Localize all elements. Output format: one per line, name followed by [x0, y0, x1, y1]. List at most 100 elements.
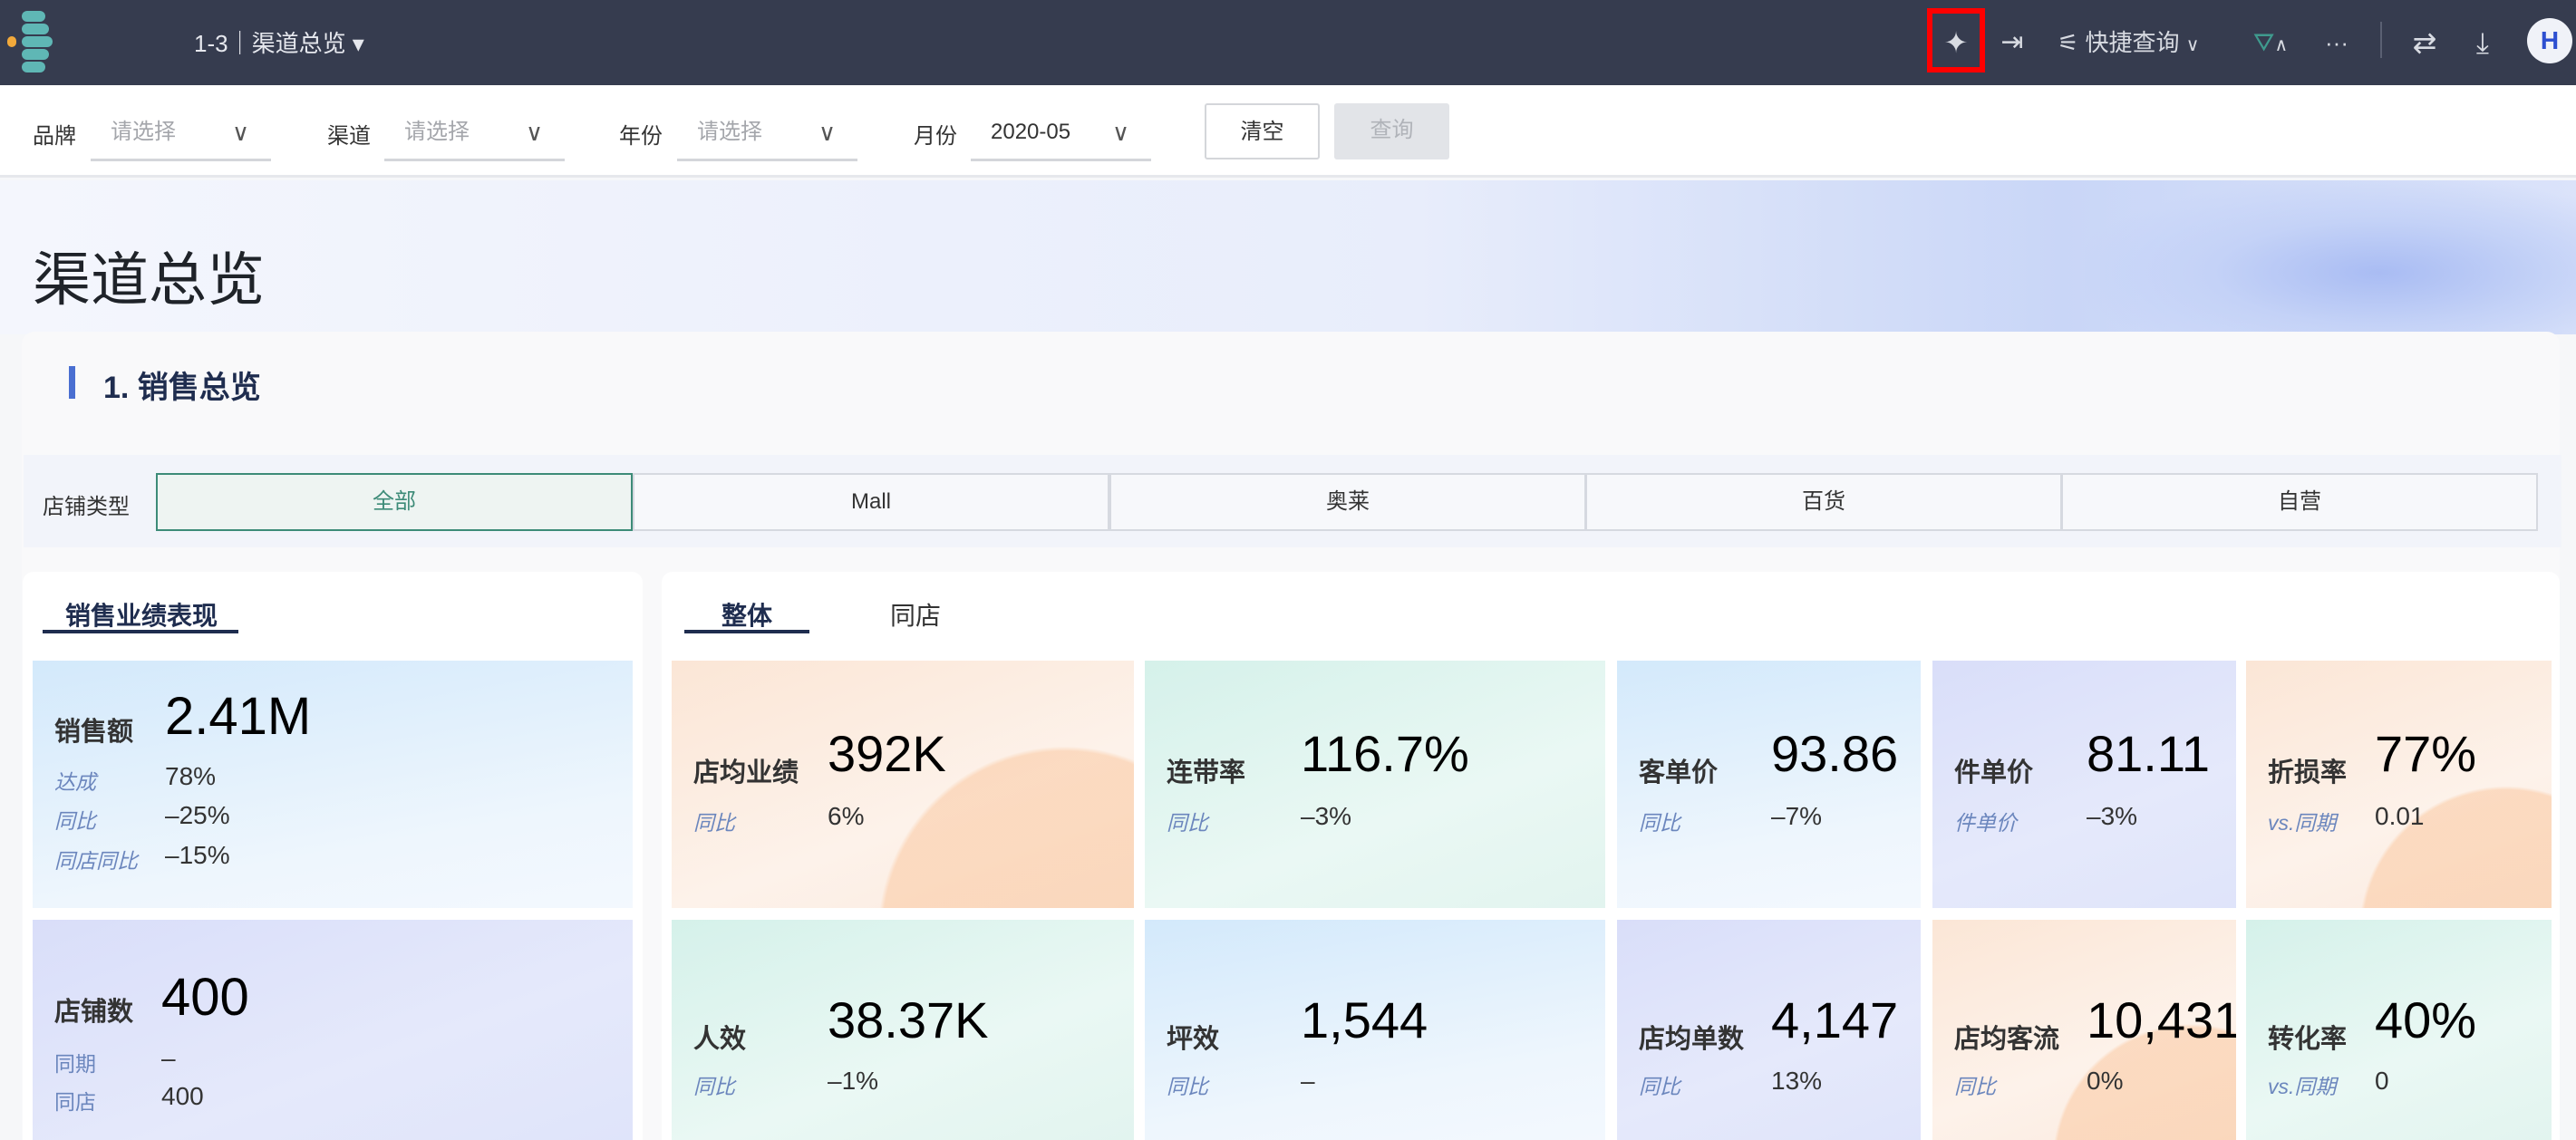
kpi-sub-value: –7%	[1771, 802, 1823, 830]
kpi-value: 1,544	[1301, 991, 1428, 1048]
quick-query-label: 快捷查询	[2085, 29, 2180, 56]
sales-card: 销售额 2.41M 达成 78% 同比 –25% 同店同比 –15%	[33, 661, 633, 908]
store-type-department[interactable]: 百货	[1585, 473, 2062, 531]
kpi-label: 店均单数	[1639, 1025, 1745, 1054]
kpi-sub-label: vs.同期	[2268, 1075, 2337, 1098]
kpi-card-staff-efficiency: 人效 38.37K 同比 –1%	[672, 920, 1134, 1140]
kpi-sub-value: 0	[2375, 1067, 2389, 1095]
avatar[interactable]: H	[2527, 18, 2572, 63]
report-breadcrumb-dropdown[interactable]: 1-3｜渠道总览 ▾	[194, 30, 364, 57]
month-select[interactable]: 2020-05 ∨	[971, 107, 1151, 161]
yoy-value: –25%	[165, 801, 230, 829]
tab-underline	[684, 630, 809, 633]
same-store-value: 400	[161, 1082, 204, 1110]
kpi-label: 折损率	[2268, 758, 2348, 787]
chevron-down-icon: ∨	[818, 119, 836, 146]
kpi-card-avg-store-sales: 店均业绩 392K 同比 6%	[672, 661, 1134, 908]
kpi-sub-label: 同比	[693, 1075, 735, 1098]
achievement-value: 78%	[165, 762, 217, 790]
kpi-sub-value: 0%	[2087, 1067, 2124, 1095]
kpi-card-sales-per-sqm: 坪效 1,544 同比 –	[1145, 920, 1605, 1140]
chevron-down-icon: ∨	[2185, 35, 2200, 55]
kpi-card-attach-rate: 连带率 116.7% 同比 –3%	[1145, 661, 1605, 908]
download-icon[interactable]: ⤓	[2475, 26, 2490, 59]
year-label: 年份	[619, 124, 663, 149]
brand-label: 品牌	[33, 124, 76, 149]
same-store-label: 同店	[54, 1090, 96, 1114]
kpi-value: 116.7%	[1301, 725, 1469, 782]
quick-query-button[interactable]: ⚟ 快捷查询 ∨	[2058, 18, 2199, 70]
kpi-sub-label: 同比	[1954, 1075, 1996, 1098]
sales-label: 销售额	[54, 718, 134, 747]
store-type-self-operated[interactable]: 自营	[2061, 473, 2538, 531]
kpi-value: 4,147	[1771, 991, 1899, 1048]
export-icon[interactable]: ⇥	[2000, 27, 2024, 57]
kpi-sub-value: 0.01	[2375, 802, 2425, 830]
kpi-sub-value: –	[1301, 1067, 1315, 1095]
page-title: 渠道总览	[33, 247, 265, 313]
store-type-all[interactable]: 全部	[156, 473, 633, 531]
kpi-label: 转化率	[2268, 1025, 2348, 1054]
tab-overall[interactable]: 整体	[721, 602, 773, 630]
sparkle-ai-icon[interactable]: ✦	[1943, 26, 1969, 59]
tab-underline	[43, 630, 238, 633]
swap-icon[interactable]: ⇄	[2412, 26, 2437, 59]
kpi-sub-value: 6%	[828, 802, 865, 830]
sales-value: 2.41M	[165, 687, 312, 746]
kpi-sub-label: 同比	[1167, 811, 1208, 835]
banner-decoration	[2085, 180, 2576, 334]
kpi-sub-label: 同比	[1639, 1075, 1680, 1098]
divider	[2380, 22, 2382, 58]
kpi-value: 38.37K	[828, 991, 989, 1048]
kpi-sub-label: 同比	[693, 811, 735, 835]
kpi-sub-value: –1%	[828, 1067, 879, 1095]
chevron-down-icon: ∨	[525, 119, 543, 146]
kpi-value: 93.86	[1771, 725, 1899, 782]
section-title: 1. 销售总览	[103, 371, 261, 405]
year-placeholder: 请选择	[697, 120, 762, 144]
kpi-label: 件单价	[1954, 758, 2034, 787]
kpi-value: 77%	[2375, 725, 2477, 782]
kpi-sub-label: vs.同期	[2268, 811, 2337, 835]
store-count-value: 400	[161, 968, 249, 1027]
store-count-label: 店铺数	[54, 998, 134, 1027]
channel-select[interactable]: 请选择 ∨	[384, 107, 565, 161]
kpi-label: 人效	[693, 1025, 747, 1054]
kpi-label: 连带率	[1167, 758, 1246, 787]
store-count-card: 店铺数 400 同期 – 同店 400	[33, 920, 633, 1140]
tab-sales-performance[interactable]: 销售业绩表现	[65, 602, 218, 630]
clear-button[interactable]: 清空	[1205, 103, 1320, 159]
query-button[interactable]: 查询	[1334, 103, 1449, 159]
kpi-label: 店均客流	[1954, 1025, 2060, 1054]
chevron-down-icon: ∨	[231, 119, 249, 146]
filter-icon[interactable]: ⛛∧	[2252, 28, 2289, 56]
kpi-value: 81.11	[2087, 725, 2210, 782]
kpi-label: 店均业绩	[693, 758, 799, 787]
month-label: 月份	[914, 124, 957, 149]
brand-select[interactable]: 请选择 ∨	[91, 107, 271, 161]
yoy-label: 同比	[54, 809, 96, 833]
kpi-card-avg-ticket: 客单价 93.86 同比 –7%	[1617, 661, 1921, 908]
kpi-value: 40%	[2375, 991, 2477, 1048]
same-period-label: 同期	[54, 1052, 96, 1076]
year-select[interactable]: 请选择 ∨	[677, 107, 857, 161]
kpi-label: 坪效	[1167, 1025, 1220, 1054]
kpi-card-avg-store-orders: 店均单数 4,147 同比 13%	[1617, 920, 1921, 1140]
kpi-card-discount-rate: 折损率 77% vs.同期 0.01	[2246, 661, 2552, 908]
kpi-sub-label: 件单价	[1954, 811, 2017, 835]
store-type-mall[interactable]: Mall	[633, 473, 1109, 531]
same-store-yoy-value: –15%	[165, 841, 230, 869]
month-value: 2020-05	[991, 120, 1071, 144]
store-type-outlet[interactable]: 奥莱	[1109, 473, 1586, 531]
kpi-value: 10,431	[2087, 991, 2236, 1048]
top-bar	[0, 0, 2576, 85]
kpi-sub-label: 同比	[1639, 811, 1680, 835]
kpi-card-avg-store-traffic: 店均客流 10,431 同比 0%	[1932, 920, 2236, 1140]
more-icon[interactable]: ···	[2325, 29, 2348, 56]
store-type-label: 店铺类型	[43, 495, 130, 519]
kpi-sub-value: –3%	[1301, 802, 1352, 830]
channel-placeholder: 请选择	[404, 120, 470, 144]
highlight-box	[1927, 8, 1985, 72]
tab-same-store[interactable]: 同店	[890, 602, 942, 630]
same-store-yoy-label: 同店同比	[54, 849, 138, 873]
